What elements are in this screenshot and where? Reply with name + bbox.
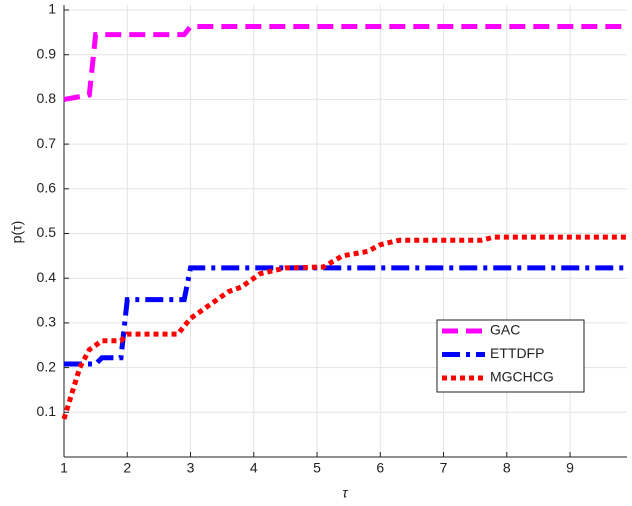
y-axis-label: p(τ) <box>9 221 25 244</box>
y-tick-label: 1 <box>48 1 56 17</box>
legend-label: GAC <box>490 322 520 338</box>
y-tick-label: 0.9 <box>37 45 57 61</box>
y-tick-label: 0.4 <box>37 269 57 285</box>
x-tick-label: 7 <box>440 460 448 476</box>
x-axis-label: τ <box>342 485 348 501</box>
x-tick-label: 8 <box>503 460 511 476</box>
x-tick-label: 9 <box>566 460 574 476</box>
x-tick-label: 2 <box>123 460 131 476</box>
series-line <box>63 24 627 102</box>
y-tick-label: 0.6 <box>37 180 57 196</box>
x-tick-label: 4 <box>250 460 258 476</box>
y-tick-label: 0.1 <box>37 403 57 419</box>
y-tick-label: 0.8 <box>37 90 57 106</box>
x-tick-label: 1 <box>60 460 68 476</box>
x-tick-label: 3 <box>187 460 195 476</box>
y-tick-label: 0.3 <box>37 314 57 330</box>
x-tick-label: 6 <box>376 460 384 476</box>
y-tick-label: 0.2 <box>37 358 57 374</box>
y-tick-label: 0.5 <box>37 224 57 240</box>
x-tick-label: 5 <box>313 460 321 476</box>
legend-label: ETTDFP <box>490 345 544 361</box>
y-tick-label: 0.7 <box>37 135 57 151</box>
legend-label: MGCHCG <box>490 369 554 385</box>
